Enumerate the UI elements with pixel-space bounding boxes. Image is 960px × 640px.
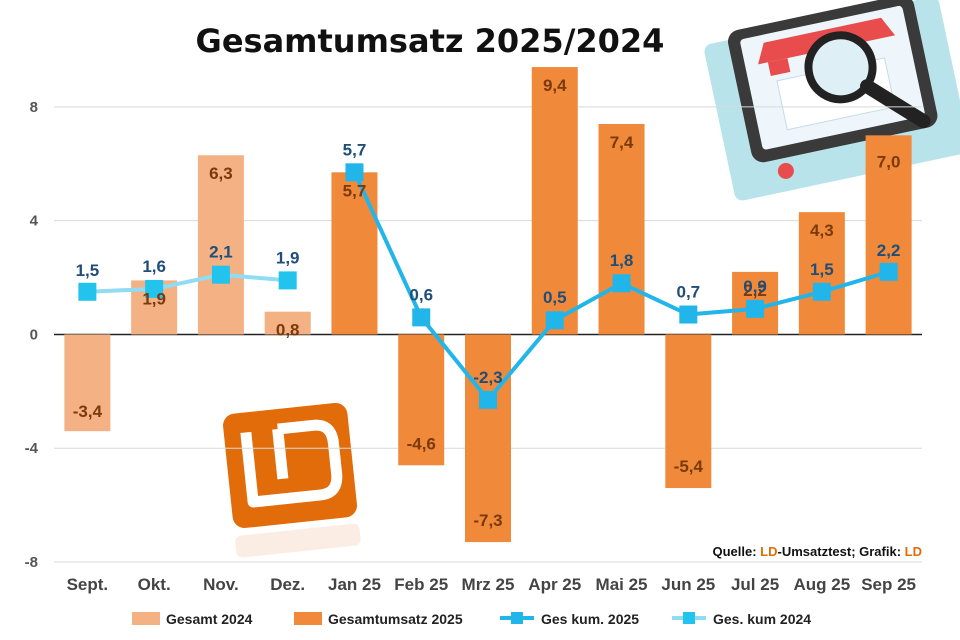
- bar: [598, 123, 645, 335]
- legend-item: Gesamtumsatz 2025: [294, 611, 463, 627]
- legend-item: Ges kum. 2025: [500, 611, 639, 627]
- x-tick-label: Dez.: [270, 575, 305, 594]
- legend-item: Gesamt 2024: [132, 611, 253, 627]
- bar: [64, 334, 111, 432]
- line-marker: [145, 279, 164, 298]
- line-marker: [78, 282, 97, 301]
- y-tick-label: 8: [30, 99, 38, 116]
- line-value-label: 0,7: [676, 283, 700, 302]
- y-tick-label: -4: [25, 440, 39, 457]
- data-labels: -3,4 1,9 6,3 0,8 5,7 -4,6 -7,3 9,4 7,4 -5,4 2,2 4,3…: [73, 76, 901, 530]
- bar: [331, 172, 378, 335]
- bar-value-label: 1,9: [142, 289, 166, 308]
- source-brand-2: LD: [905, 544, 922, 559]
- bar: [865, 135, 912, 335]
- line-value-label: 0,9: [743, 277, 767, 296]
- line-marker: [211, 265, 230, 284]
- line-value-label: -2,3: [473, 368, 502, 387]
- line-value-label: 2,2: [877, 241, 901, 260]
- x-tick-label: Okt.: [138, 575, 171, 594]
- line-marker: [545, 311, 564, 330]
- x-tick-label: Aug 25: [794, 575, 851, 594]
- legend-marker: [511, 612, 523, 624]
- x-tick-label: Jun 25: [661, 575, 715, 594]
- line-marker: [746, 299, 765, 318]
- bar-value-label: -4,6: [407, 434, 436, 453]
- legend-item: Ges. kum 2024: [672, 611, 811, 627]
- line-marker: [879, 262, 898, 281]
- shop-magnifier-illustration: [704, 0, 960, 201]
- x-tick-label: Mrz 25: [462, 575, 515, 594]
- bar-value-label: 0,8: [276, 321, 300, 340]
- legend-swatch: [132, 612, 160, 625]
- line-marker: [612, 274, 631, 293]
- bar: [264, 311, 311, 335]
- y-tick-label: -8: [25, 554, 38, 571]
- line-value-label: 5,7: [343, 140, 367, 159]
- legend-label: Ges. kum 2024: [713, 611, 811, 627]
- line-marker: [679, 305, 698, 324]
- bar-value-label: 6,3: [209, 164, 233, 183]
- x-tick-label: Feb 25: [394, 575, 448, 594]
- x-tick-label: Apr 25: [528, 575, 581, 594]
- bar-value-label: -3,4: [73, 402, 103, 421]
- bar: [197, 155, 244, 335]
- bar-value-label: 5,7: [343, 181, 367, 200]
- bar: [798, 212, 845, 335]
- x-axis: Sept. Okt. Nov. Dez. Jan 25 Feb 25 Mrz 25 Apr 2…: [67, 575, 916, 594]
- bar-value-label: 4,3: [810, 221, 834, 240]
- source-middle: -Umsatztest; Grafik:: [778, 544, 905, 559]
- bar-value-label: 7,0: [877, 152, 901, 171]
- ld-logo: LD: [223, 402, 361, 558]
- x-tick-label: Sept.: [67, 575, 109, 594]
- x-tick-label: Mai 25: [596, 575, 648, 594]
- legend: Gesamt 2024 Gesamtumsatz 2025 Ges kum. 2…: [132, 611, 811, 627]
- lines: [78, 163, 898, 409]
- source-note: Quelle: LD-Umsatztest; Grafik: LD: [712, 544, 922, 559]
- line-marker: [812, 282, 831, 301]
- line-value-label: 1,8: [610, 251, 634, 270]
- bar: [465, 334, 511, 543]
- line-marker: [278, 271, 297, 290]
- line-marker: [345, 163, 364, 182]
- x-tick-label: Jan 25: [328, 575, 381, 594]
- bar: [398, 334, 445, 466]
- legend-label: Gesamtumsatz 2025: [328, 611, 463, 627]
- legend-label: Gesamt 2024: [166, 611, 253, 627]
- line-value-label: 1,5: [810, 260, 834, 279]
- x-tick-label: Nov.: [203, 575, 239, 594]
- bar-value-label: 7,4: [610, 133, 634, 152]
- line-value-label: 0,6: [409, 285, 433, 304]
- bar-value-label: 2,2: [743, 281, 767, 300]
- line-value-label: 2,1: [209, 243, 233, 262]
- line-value-label: 1,6: [142, 257, 166, 276]
- legend-marker: [683, 612, 695, 624]
- line-marker: [479, 390, 497, 409]
- y-tick-label: 0: [30, 326, 38, 343]
- bar-value-label: -5,4: [674, 457, 704, 476]
- bar-value-label: 9,4: [543, 76, 567, 95]
- source-brand: LD: [760, 544, 777, 559]
- bar: [665, 334, 712, 489]
- line-value-label: 1,5: [76, 261, 100, 280]
- y-axis: 8 4 0 -4 -8: [25, 99, 39, 571]
- line-value-label: 0,5: [543, 288, 567, 307]
- line-marker: [412, 308, 431, 327]
- legend-label: Ges kum. 2025: [541, 611, 639, 627]
- x-tick-label: Sep 25: [861, 575, 916, 594]
- line-value-label: 1,9: [276, 248, 300, 267]
- bars: [64, 67, 912, 543]
- bar-value-label: -7,3: [473, 511, 502, 530]
- source-prefix: Quelle:: [712, 544, 760, 559]
- chart-title: Gesamtumsatz 2025/2024: [196, 22, 665, 60]
- bar: [531, 67, 578, 335]
- x-tick-label: Jul 25: [731, 575, 779, 594]
- y-tick-label: 4: [30, 213, 39, 230]
- legend-swatch: [294, 612, 322, 625]
- series-line: [87, 272, 288, 294]
